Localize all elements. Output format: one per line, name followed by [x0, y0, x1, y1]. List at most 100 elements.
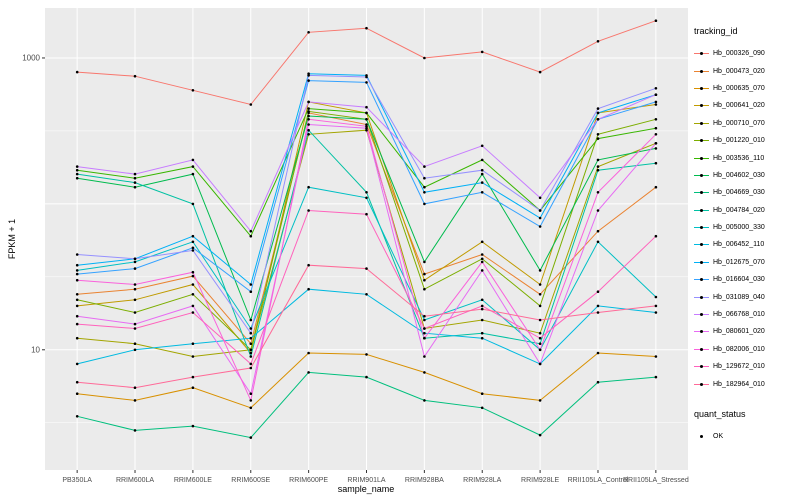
data-point — [365, 375, 368, 379]
data-point — [191, 311, 195, 314]
legend-items-quant-status: OK — [694, 428, 800, 445]
data-point — [307, 287, 310, 291]
legend-title-tracking-id: tracking_id — [694, 26, 738, 36]
data-point — [538, 342, 542, 346]
legend-item-label: Hb_129672_010 — [713, 363, 765, 371]
data-point — [480, 50, 484, 54]
legend-key-point-icon — [700, 260, 703, 264]
x-tick-label: RRIM901LA — [347, 477, 385, 484]
data-point — [538, 196, 542, 200]
data-point — [191, 165, 195, 168]
data-point — [480, 257, 484, 261]
data-point — [596, 118, 600, 121]
data-point — [654, 142, 658, 145]
data-point — [423, 56, 426, 60]
data-point — [654, 234, 658, 238]
legend-key-icon — [694, 430, 709, 444]
legend-item-label: Hb_004784_020 — [713, 206, 765, 214]
data-point — [133, 386, 137, 390]
data-point — [654, 304, 658, 308]
x-tick-label: RRIM928BA — [405, 477, 444, 484]
legend-item-label: Hb_005000_330 — [713, 224, 765, 232]
data-point — [249, 399, 253, 402]
legend-items-tracking-id: Hb_000326_090 Hb_000473_020 Hb_000635_070 H… — [694, 45, 800, 393]
legend: tracking_id Hb_000326_090 Hb_000473_020 Hb… — [694, 26, 800, 445]
data-point — [133, 311, 137, 314]
data-point — [654, 103, 658, 106]
data-point — [75, 293, 79, 296]
data-point — [480, 331, 484, 335]
legend-item-label: Hb_082006_010 — [713, 345, 765, 353]
legend-key-icon — [694, 238, 709, 252]
legend-key-point-icon — [700, 139, 703, 143]
data-point — [75, 336, 79, 340]
data-point — [423, 371, 426, 374]
data-point — [538, 399, 542, 402]
legend-item-label: Hb_000635_070 — [713, 84, 765, 92]
data-point — [596, 107, 600, 110]
legend-key-icon — [694, 81, 709, 95]
data-point — [133, 298, 137, 302]
legend-item-Hb_000326_090: Hb_000326_090 — [694, 45, 800, 62]
data-point — [596, 240, 600, 244]
data-point — [480, 260, 484, 264]
data-point — [133, 176, 137, 180]
legend-item-quant-OK: OK — [694, 428, 800, 445]
data-point — [596, 229, 600, 233]
data-point — [133, 322, 137, 326]
data-point — [480, 181, 484, 184]
data-point — [307, 123, 310, 126]
data-point — [596, 137, 600, 140]
x-tick-label: RRIM600LA — [116, 477, 154, 484]
data-point — [423, 399, 426, 402]
data-point — [307, 371, 310, 374]
data-point — [480, 298, 484, 302]
legend-item-label: Hb_080601_020 — [713, 328, 765, 336]
legend-key-point-icon — [700, 243, 703, 247]
data-point — [191, 270, 195, 274]
data-point — [596, 40, 600, 43]
data-point — [654, 87, 658, 90]
data-point — [654, 161, 658, 165]
data-point — [423, 287, 426, 291]
legend-key-point-icon — [700, 330, 703, 334]
data-point — [249, 342, 253, 346]
legend-key-icon — [694, 134, 709, 148]
data-point — [596, 111, 600, 115]
data-point — [249, 318, 253, 322]
legend-key-point-icon — [700, 121, 703, 125]
legend-item-label: Hb_006452_110 — [713, 241, 765, 249]
data-point — [423, 336, 426, 340]
data-point — [365, 75, 368, 79]
data-point — [365, 212, 368, 216]
data-point — [249, 392, 253, 396]
legend-key-point-icon — [700, 278, 703, 282]
legend-key-icon — [694, 221, 709, 235]
legend-item-Hb_000641_020: Hb_000641_020 — [694, 97, 800, 114]
data-point — [480, 406, 484, 410]
legend-key-icon — [694, 342, 709, 356]
data-point — [75, 70, 79, 74]
data-point — [538, 225, 542, 228]
data-point — [307, 74, 310, 77]
data-point — [133, 429, 137, 432]
data-point — [75, 380, 79, 384]
data-point — [249, 355, 253, 358]
legend-item-Hb_003536_110: Hb_003536_110 — [694, 149, 800, 166]
data-point — [191, 274, 195, 278]
legend-key-point-icon — [700, 208, 703, 212]
data-point — [191, 202, 195, 206]
data-point — [365, 26, 368, 30]
legend-key-point-icon — [700, 156, 703, 160]
data-point — [365, 353, 368, 356]
data-point — [423, 327, 426, 330]
legend-key-point-icon — [700, 69, 703, 73]
data-point — [538, 433, 542, 437]
legend-key-point-icon — [700, 295, 703, 299]
legend-item-Hb_004602_030: Hb_004602_030 — [694, 167, 800, 184]
legend-item-Hb_066768_010: Hb_066768_010 — [694, 306, 800, 323]
data-point — [133, 342, 137, 346]
legend-item-label: Hb_001220_010 — [713, 137, 765, 145]
data-point — [307, 114, 310, 118]
